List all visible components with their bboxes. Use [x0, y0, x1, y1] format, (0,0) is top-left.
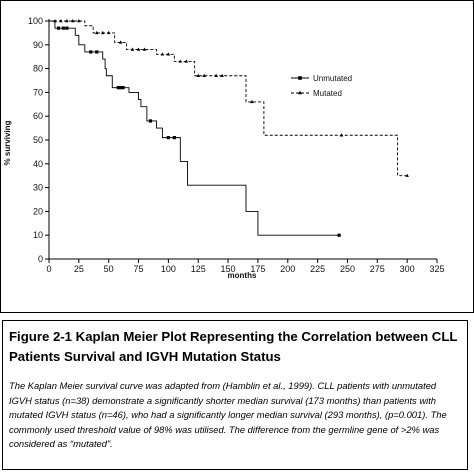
mutated-censor-mark	[184, 59, 189, 63]
mutated-censor-mark	[100, 30, 105, 35]
mutated-censor-mark	[59, 19, 63, 23]
figure-frame: 0 10 20 30 40 50 60 70 80 90 100 0 25 50 75 100 125 150 17…	[0, 0, 474, 313]
mutated-censor-mark	[94, 30, 99, 35]
mutated-censor-mark	[214, 73, 218, 77]
unmutated-censor-mark	[95, 50, 99, 54]
unmutated-censor-mark	[166, 136, 170, 140]
kaplan-meier-plot: 0 10 20 30 40 50 60 70 80 90 100 0 25 50 75 100 125 150 17…	[3, 16, 445, 280]
mutated-censor-mark	[250, 99, 254, 104]
mutated-censor-mark	[166, 52, 171, 56]
unmutated-censor-mark	[65, 26, 69, 30]
mutated-censor-mark	[130, 47, 135, 51]
x-axis-label: months	[228, 271, 257, 280]
unmutated-censor-mark	[119, 86, 123, 90]
mutated-censor-mark	[65, 19, 69, 23]
unmutated-censor-mark	[337, 233, 341, 237]
mutated-censor-mark	[106, 30, 111, 35]
y-tick-label: 30	[33, 183, 43, 193]
y-tick-label: 10	[33, 230, 43, 240]
mutated-censor-mark	[178, 59, 183, 63]
mutated-censor-mark	[160, 52, 165, 56]
legend-label: Unmutated	[313, 74, 352, 83]
legend-square-marker	[298, 76, 302, 80]
mutated-censor-mark	[71, 19, 75, 23]
x-tick-label: 325	[429, 264, 444, 274]
y-tick-label: 70	[33, 87, 43, 97]
unmutated-censor-mark	[89, 50, 93, 54]
x-tick-label: 175	[250, 264, 265, 274]
unmutated-censor-mark	[121, 86, 125, 90]
x-tick-label: 200	[280, 264, 295, 274]
plot-axes	[48, 19, 437, 260]
figure-caption: Figure 2-1 Kaplan Meier Plot Representin…	[2, 320, 468, 470]
unmutated-censor-mark	[56, 26, 61, 30]
y-tick-label: 20	[33, 206, 43, 216]
y-tick-label: 100	[28, 16, 43, 26]
caption-title: Figure 2-1 Kaplan Meier Plot Representin…	[9, 329, 458, 364]
mutated-censor-mark	[405, 173, 409, 177]
mutated-censor-mark	[118, 40, 123, 44]
unmutated-censor-mark	[116, 86, 120, 90]
unmutated-censor-mark	[61, 26, 65, 30]
x-tick-label: 100	[161, 264, 176, 274]
y-tick-label: 50	[33, 135, 43, 145]
legend: Unmutated Mutated	[291, 74, 352, 98]
caption-body: The Kaplan Meier survival curve was adap…	[9, 380, 447, 449]
y-axis-label: % surviving	[3, 120, 12, 165]
x-tick-label: 250	[340, 264, 355, 274]
mutated-censor-mark	[196, 73, 201, 77]
x-tick-label: 225	[310, 264, 325, 274]
tick-marks: 0 10 20 30 40 50 60 70 80 90 100 0 25 50 75 100 125 150 17…	[28, 16, 445, 274]
mutated-censor-mark	[136, 47, 141, 51]
unmutated-curve	[49, 20, 340, 236]
series-layer	[49, 19, 409, 237]
y-tick-label: 60	[33, 111, 43, 121]
y-tick-label: 40	[33, 159, 43, 169]
unmutated-censor-mark	[148, 119, 153, 123]
mutated-censor-mark	[142, 47, 147, 51]
unmutated-censor-mark	[172, 136, 176, 140]
legend-label: Mutated	[313, 89, 342, 98]
x-tick-label: 275	[370, 264, 385, 274]
legend-triangle-marker	[298, 90, 302, 95]
mutated-censor-mark	[220, 73, 224, 77]
x-tick-label: 0	[46, 264, 51, 274]
mutated-curve	[49, 20, 408, 177]
y-tick-label: 0	[38, 254, 43, 264]
x-tick-label: 75	[134, 264, 144, 274]
x-tick-label: 300	[400, 264, 415, 274]
y-tick-label: 80	[33, 64, 43, 74]
x-tick-label: 125	[191, 264, 206, 274]
mutated-censor-mark	[77, 19, 81, 23]
mutated-censor-mark	[202, 73, 206, 77]
x-tick-label: 50	[104, 264, 114, 274]
x-tick-label: 150	[221, 264, 236, 274]
mutated-censor-mark	[53, 19, 57, 23]
mutated-censor-mark	[339, 133, 344, 137]
x-tick-label: 25	[74, 264, 84, 274]
y-tick-label: 90	[33, 40, 43, 50]
